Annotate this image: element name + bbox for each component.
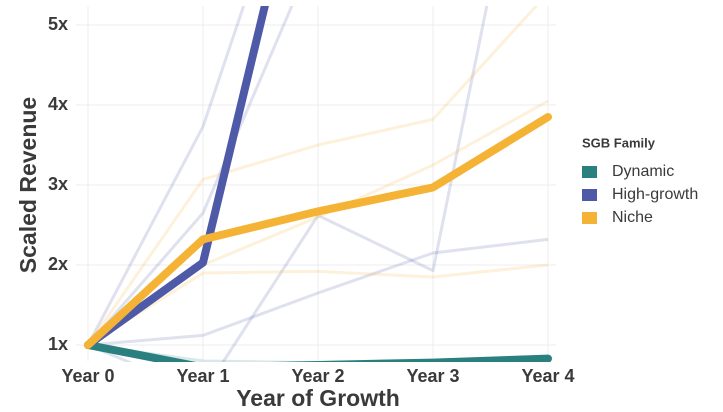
background-line [86, 6, 539, 346]
x-tick-label: Year 0 [61, 366, 114, 386]
legend-title: SGB Family [582, 135, 656, 150]
legend-label: High-growth [612, 186, 698, 203]
x-axis-title: Year of Growth [236, 385, 400, 411]
y-tick-label: 1x [48, 334, 68, 354]
x-tick-label: Year 3 [406, 366, 459, 386]
y-tick-label: 4x [48, 94, 68, 114]
plot-area [84, 6, 552, 362]
background-line [86, 6, 294, 346]
legend-swatch [582, 189, 597, 201]
legend-swatch [582, 166, 597, 178]
y-tick-label: 2x [48, 254, 68, 274]
y-tick-label: 3x [48, 174, 68, 194]
x-tick-label: Year 1 [176, 366, 229, 386]
y-axis-title: Scaled Revenue [15, 97, 41, 273]
series-line [84, 113, 552, 349]
series-line [84, 6, 269, 349]
legend-label: Niche [612, 209, 653, 226]
background-line [87, 263, 549, 347]
legend-swatch [582, 212, 597, 224]
background-line [87, 237, 549, 347]
x-tick-label: Year 4 [521, 366, 574, 386]
series-line [84, 341, 552, 362]
x-tick-label: Year 2 [291, 366, 344, 386]
background-line [86, 6, 246, 346]
y-tick-label: 5x [48, 14, 68, 34]
legend-label: Dynamic [612, 163, 674, 180]
